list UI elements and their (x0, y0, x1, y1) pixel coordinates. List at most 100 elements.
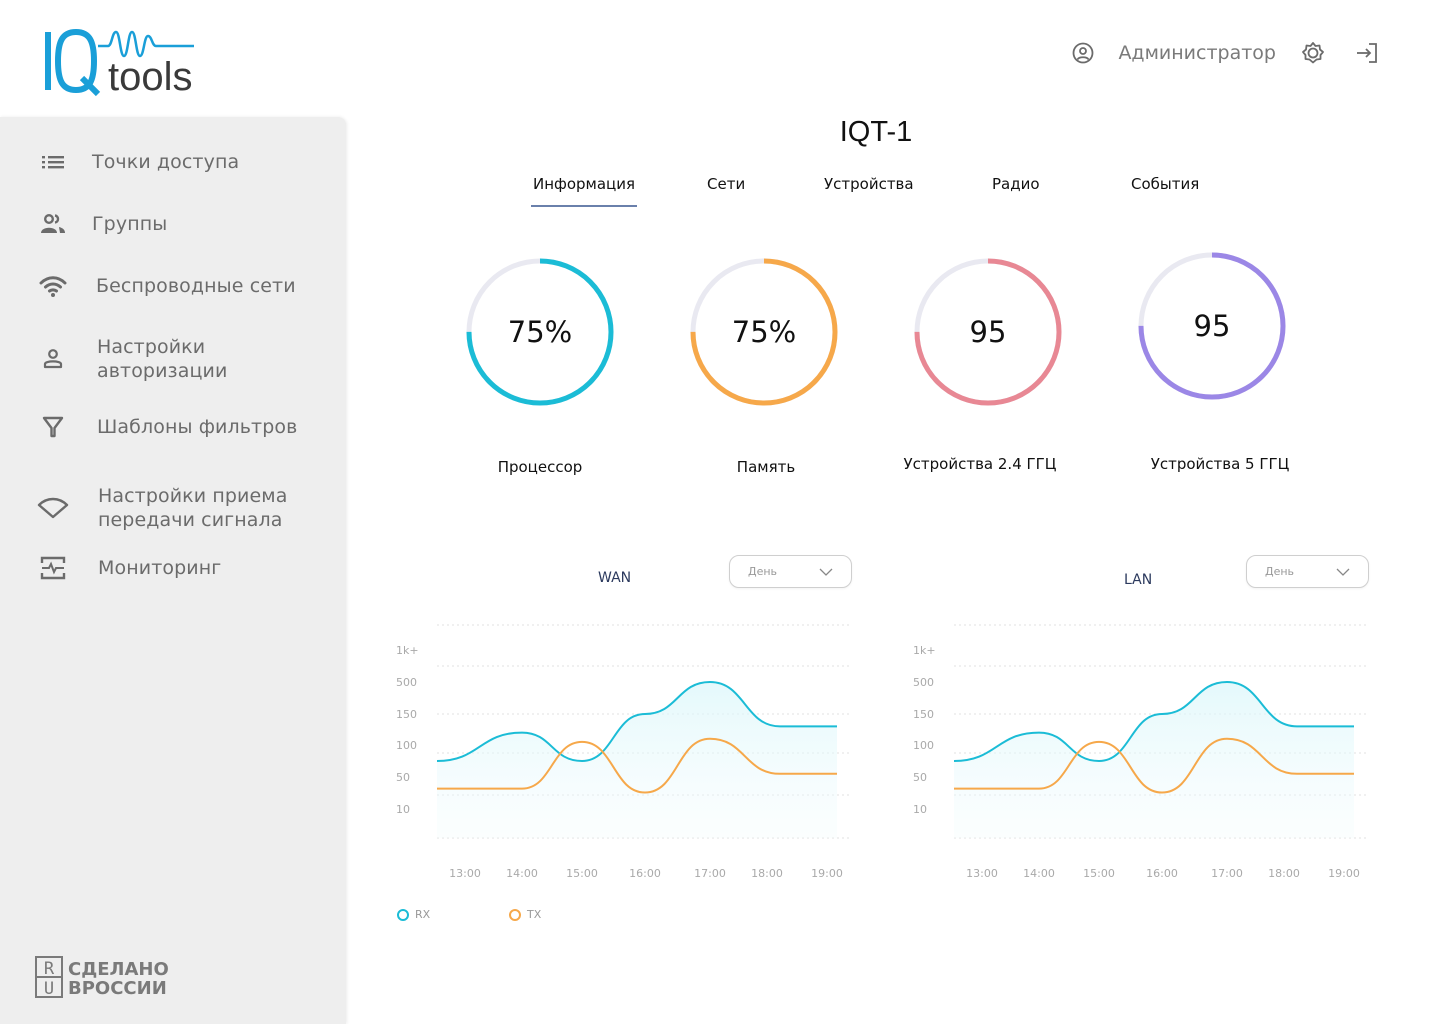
svg-text:tools: tools (108, 55, 193, 98)
sidebar-item-label: Точки доступа (92, 151, 240, 173)
sidebar-item-label: Мониторинг (98, 557, 222, 579)
legend-item-tx[interactable]: TX (509, 908, 541, 921)
tab-radio[interactable]: Радио (992, 175, 1040, 193)
wan-chart: 1k+ 500 150 100 50 10 13:00 14:00 15:00 16:00 17:0… (380, 610, 860, 895)
x-tick-label: 13:00 (449, 867, 481, 880)
gauge-memory: 75% (684, 252, 844, 412)
sidebar-item-signal-settings[interactable]: Настройки приема передачи сигнала (36, 484, 287, 532)
gauge-devices-5: 95 (1132, 246, 1292, 406)
chart-title-lan: LAN (1124, 572, 1153, 588)
user-circle-icon[interactable] (1070, 40, 1096, 66)
sidebar-item-auth-settings[interactable]: Настройки авторизации (36, 335, 227, 383)
tab-networks[interactable]: Сети (707, 175, 746, 193)
gauge-value: 95 (1193, 309, 1231, 343)
rx-series-line (436, 680, 837, 763)
period-select-lan[interactable]: День (1246, 555, 1369, 588)
gauge-progress-arc (914, 258, 1062, 406)
tab-devices[interactable]: Устройства (824, 175, 914, 193)
svg-text:U: U (44, 979, 54, 999)
x-tick-label: 17:00 (694, 867, 726, 880)
y-tick-label: 500 (396, 676, 417, 689)
sidebar-item-label: Группы (92, 213, 168, 235)
filter-icon (36, 410, 70, 444)
sidebar-item-monitoring[interactable]: Мониторинг (36, 551, 221, 585)
y-tick-label: 100 (396, 739, 417, 752)
chevron-down-icon (819, 568, 833, 576)
x-tick-label: 19:00 (1328, 867, 1360, 880)
y-tick-label: 150 (396, 708, 417, 721)
x-tick-label: 14:00 (1023, 867, 1055, 880)
tx-series-line (437, 737, 837, 794)
tx-legend-marker-icon (509, 908, 521, 921)
sidebar-item-label: Настройки приема передачи сигнала (98, 485, 288, 531)
y-tick-label: 1k+ (913, 644, 936, 657)
x-tick-label: 19:00 (811, 867, 843, 880)
lan-chart: 1k+ 500 150 100 50 10 13:00 14:00 15:00 16:00 17:0… (897, 610, 1377, 895)
chevron-down-icon (1336, 568, 1350, 576)
sidebar-item-wireless-networks[interactable]: Беспроводные сети (36, 269, 296, 303)
user-bar: Администратор (1070, 40, 1380, 66)
gauge-label: Устройства 5 ГГЦ (1150, 455, 1290, 473)
gauge-ring (914, 258, 1062, 406)
x-tick-label: 15:00 (566, 867, 598, 880)
period-select-wan[interactable]: День (729, 555, 852, 588)
x-tick-label: 14:00 (506, 867, 538, 880)
page-title: IQT-1 (839, 116, 913, 148)
x-tick-label: 17:00 (1211, 867, 1243, 880)
legend-item-rx[interactable]: RX (397, 908, 430, 921)
select-value: День (748, 565, 778, 578)
chart-svg: 1k+ 500 150 100 50 10 13:00 14:00 15:00 16:00 17:0… (913, 624, 1369, 880)
users-icon (36, 207, 70, 241)
svg-text:СДЕЛАНО: СДЕЛАНО (68, 959, 169, 980)
gauge-progress-arc (466, 258, 614, 406)
x-tick-label: 16:00 (629, 867, 661, 880)
settings-icon[interactable] (1300, 40, 1326, 66)
svg-text:R: R (44, 959, 55, 979)
gauge-devices-24: 95 (908, 252, 1068, 412)
gauge-cpu: 75% (460, 252, 620, 412)
gauge-ring (690, 258, 838, 406)
chart-title-wan: WAN (598, 570, 632, 586)
gauge-ring (1138, 252, 1286, 400)
sidebar: Точки доступа Группы Беспроводные сети Н… (0, 117, 346, 1024)
legend-label: TX (527, 908, 542, 921)
sidebar-item-groups[interactable]: Группы (36, 207, 167, 241)
signal-icon (36, 491, 70, 525)
y-tick-label: 50 (396, 771, 410, 784)
sidebar-item-label: Шаблоны фильтров (97, 416, 298, 438)
rx-legend-marker-icon (397, 908, 409, 921)
y-tick-label: 50 (913, 771, 927, 784)
rx-area (437, 682, 837, 838)
iqtools-logo-icon: tools (45, 28, 194, 99)
user-name[interactable]: Администратор (1118, 42, 1276, 64)
x-tick-label: 15:00 (1083, 867, 1115, 880)
rx-series-line (953, 680, 1354, 763)
x-tick-label: 18:00 (751, 867, 783, 880)
y-tick-label: 150 (913, 708, 934, 721)
gauge-ring (466, 258, 614, 406)
x-tick-label: 16:00 (1146, 867, 1178, 880)
tab-events[interactable]: События (1131, 175, 1200, 193)
logout-icon[interactable] (1354, 40, 1380, 66)
x-tick-label: 13:00 (966, 867, 998, 880)
tab-info[interactable]: Информация (530, 175, 638, 207)
y-tick-label: 10 (913, 803, 927, 816)
y-tick-label: 1k+ (396, 644, 419, 657)
rx-area (954, 682, 1354, 838)
gauge-progress-arc (1138, 252, 1286, 400)
y-tick-label: 10 (396, 803, 410, 816)
x-tick-label: 18:00 (1268, 867, 1300, 880)
svg-text:ВРОССИИ: ВРОССИИ (68, 978, 167, 999)
legend-label: RX (415, 908, 431, 921)
gauge-value: 75% (507, 315, 573, 349)
made-in-russia-logo: R U СДЕЛАНО ВРОССИИ (35, 956, 195, 1005)
user-icon (36, 342, 70, 376)
gauge-value: 95 (969, 315, 1007, 349)
sidebar-item-label: Настройки авторизации (97, 336, 228, 382)
sidebar-item-access-points[interactable]: Точки доступа (36, 145, 239, 179)
sidebar-item-label: Беспроводные сети (96, 275, 296, 297)
gauge-label: Память (736, 458, 796, 476)
tx-series-line (954, 737, 1354, 794)
sidebar-item-filter-templates[interactable]: Шаблоны фильтров (36, 410, 297, 444)
logo[interactable]: tools (42, 28, 202, 99)
